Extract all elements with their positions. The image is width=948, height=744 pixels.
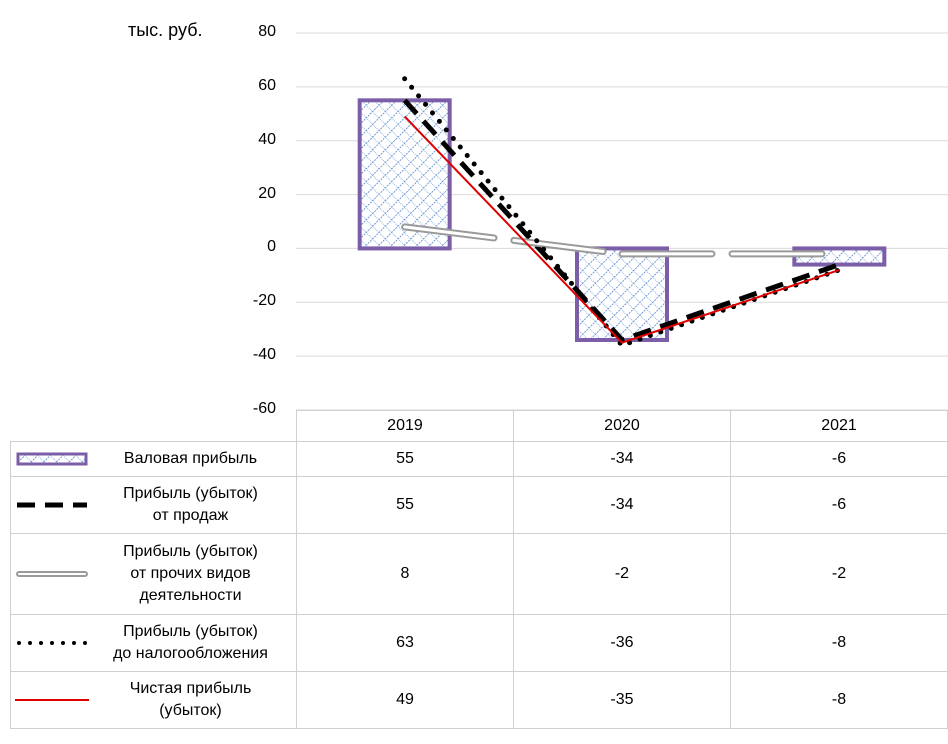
table-row: Чистая прибыль (убыток) 49 -35 -8	[10, 671, 948, 729]
legend-label-line: Прибыль (убыток)	[123, 623, 258, 640]
table-cell-value: -36	[512, 614, 731, 672]
table-row: Прибыль (убыток) от прочих видов деятельно…	[10, 533, 948, 615]
table-cell-value: -8	[729, 614, 948, 672]
legend-key-icon	[16, 452, 88, 466]
table-cell-value: -8	[729, 671, 948, 729]
table-cell-value: -35	[512, 671, 731, 729]
legend-label-line: от прочих видов	[130, 565, 251, 582]
legend-label-line: Прибыль (убыток)	[123, 485, 258, 502]
legend-entry: Прибыль (убыток) от продаж	[10, 476, 297, 534]
y-tick-label: -20	[252, 292, 276, 310]
line-series-0	[402, 98, 841, 343]
y-tick-label: 0	[267, 238, 276, 256]
table-cell-value: 49	[295, 671, 514, 729]
y-tick-label: 60	[258, 76, 276, 94]
bar-series	[357, 98, 887, 342]
table-cell-value: 63	[295, 614, 514, 672]
table-row: Прибыль (убыток) до налогообложения 63 -36-…	[10, 614, 948, 672]
legend-label-line: Валовая прибыль	[123, 450, 258, 467]
legend-entry: Валовая прибыль	[10, 441, 297, 477]
legend-entry: Прибыль (убыток) от прочих видов деятельно…	[10, 533, 297, 615]
bar-gross-profit	[575, 246, 669, 342]
line-series-3	[403, 115, 840, 344]
legend-key-bar	[16, 452, 88, 466]
y-tick-label: 40	[258, 130, 276, 148]
table-row: Валовая прибыль 55 -34 -6	[10, 441, 948, 477]
y-axis-unit-label: тыс. руб.	[128, 20, 203, 40]
table-cell-value: -2	[512, 533, 731, 615]
legend-key-icon	[16, 571, 88, 577]
legend-entry: Чистая прибыль (убыток)	[10, 671, 297, 729]
y-tick-label: 80	[258, 23, 276, 40]
y-tick-label: -40	[252, 346, 276, 364]
table-cell-value: 55	[295, 476, 514, 534]
line-series	[401, 76, 843, 348]
legend-key-icon	[17, 641, 89, 645]
legend-key-icon	[15, 699, 89, 701]
legend-label-line: Прибыль (убыток)	[123, 543, 258, 560]
y-tick-label: 20	[258, 184, 276, 202]
table-cell-value: 8	[295, 533, 514, 615]
table-cell-value: -6	[729, 476, 948, 534]
table-cell-value: 55	[295, 441, 514, 477]
legend-key-icon	[17, 502, 87, 508]
line-other-activities-inner	[403, 225, 624, 256]
table-corner	[11, 411, 297, 442]
x-category-label: 2019	[295, 410, 514, 442]
x-category-label: 2020	[512, 410, 731, 442]
table-cell-value: -6	[729, 441, 948, 477]
legend-entry: Прибыль (убыток) до налогообложения	[10, 614, 297, 672]
x-category-label: 2021	[729, 410, 948, 442]
legend-label-line: Чистая прибыль	[129, 680, 252, 697]
y-tick-label: -60	[252, 400, 276, 417]
table-row: Прибыль (убыток) от продаж 55 -34 -6	[10, 476, 948, 534]
table-cell-value: -34	[512, 476, 731, 534]
table-header-row: 2019 2020 2021	[11, 410, 948, 442]
legend-label-line: от продаж	[152, 507, 229, 524]
legend-label-line: (убыток)	[159, 702, 222, 719]
data-table: 2019 2020 2021 Валовая прибыль 55 -34 -6 Прибыл…	[10, 410, 948, 729]
legend-label-line: до налогообложения	[113, 645, 268, 662]
table-cell-value: -2	[729, 533, 948, 615]
legend-label-line: деятельности	[139, 587, 242, 604]
table-cell-value: -34	[512, 441, 731, 477]
